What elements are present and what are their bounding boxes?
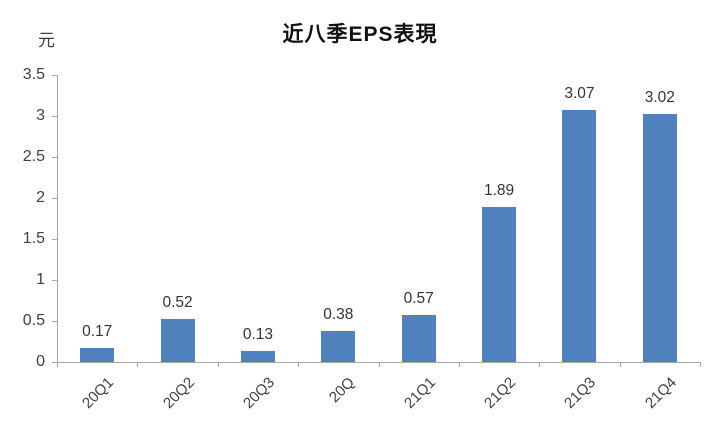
- bar-21Q3: [562, 110, 597, 362]
- y-tick-label: 0: [36, 353, 45, 370]
- x-tick-mark: [217, 362, 219, 367]
- y-axis-line: [57, 75, 58, 362]
- bar-value-label: 1.89: [483, 182, 515, 200]
- bar-value-label: 3.02: [644, 89, 675, 107]
- y-tick-mark: [52, 198, 57, 199]
- y-tick-mark: [52, 321, 57, 322]
- y-tick-label: 3: [36, 107, 45, 124]
- x-category-label: 21Q1: [400, 374, 439, 412]
- x-tick-mark: [298, 362, 300, 367]
- x-tick-mark: [619, 362, 621, 367]
- x-tick-mark: [539, 362, 541, 367]
- bar-20Q1: [80, 348, 115, 362]
- x-category-label: 21Q4: [641, 374, 680, 412]
- x-tick-mark: [700, 362, 701, 367]
- y-tick-label: 3.5: [22, 66, 45, 83]
- x-tick-mark: [458, 362, 460, 367]
- y-tick-mark: [52, 157, 57, 158]
- bar-20Q2: [160, 319, 195, 362]
- y-tick-label: 0.5: [22, 312, 45, 329]
- x-category-label: 20Q1: [79, 374, 118, 412]
- x-category-label: 21Q3: [561, 374, 600, 412]
- x-tick-mark: [57, 362, 58, 367]
- y-tick-mark: [52, 116, 57, 117]
- chart-title: 近八季EPS表現: [282, 23, 438, 46]
- x-category-label: 20Q2: [159, 374, 198, 412]
- bar-21Q2: [482, 207, 517, 362]
- bar-value-label: 0.52: [162, 294, 193, 312]
- bar-value-label: 3.07: [564, 85, 595, 103]
- x-category-label: 20Q3: [239, 374, 278, 412]
- y-axis-unit-label: 元: [38, 31, 55, 50]
- bar-value-label: 0.57: [403, 290, 434, 308]
- y-tick-mark: [52, 362, 57, 363]
- x-category-label: 21Q2: [481, 374, 520, 412]
- x-tick-mark: [137, 362, 139, 367]
- bar-21Q4: [642, 114, 677, 362]
- x-category-label: 20Q: [326, 374, 359, 407]
- bar-value-label: 0.17: [82, 323, 113, 341]
- y-tick-label: 1.5: [22, 230, 45, 247]
- bar-value-label: 0.38: [323, 305, 354, 323]
- bar-20Q: [321, 330, 356, 362]
- bar-20Q3: [240, 351, 275, 362]
- y-tick-label: 1: [36, 271, 45, 288]
- y-tick-mark: [52, 239, 57, 240]
- y-tick-label: 2: [36, 189, 45, 206]
- y-tick-label: 2.5: [22, 148, 45, 165]
- x-tick-mark: [378, 362, 380, 367]
- y-tick-mark: [52, 75, 57, 76]
- bar-21Q1: [401, 315, 436, 362]
- y-tick-mark: [52, 280, 57, 281]
- bar-value-label: 0.13: [242, 326, 274, 344]
